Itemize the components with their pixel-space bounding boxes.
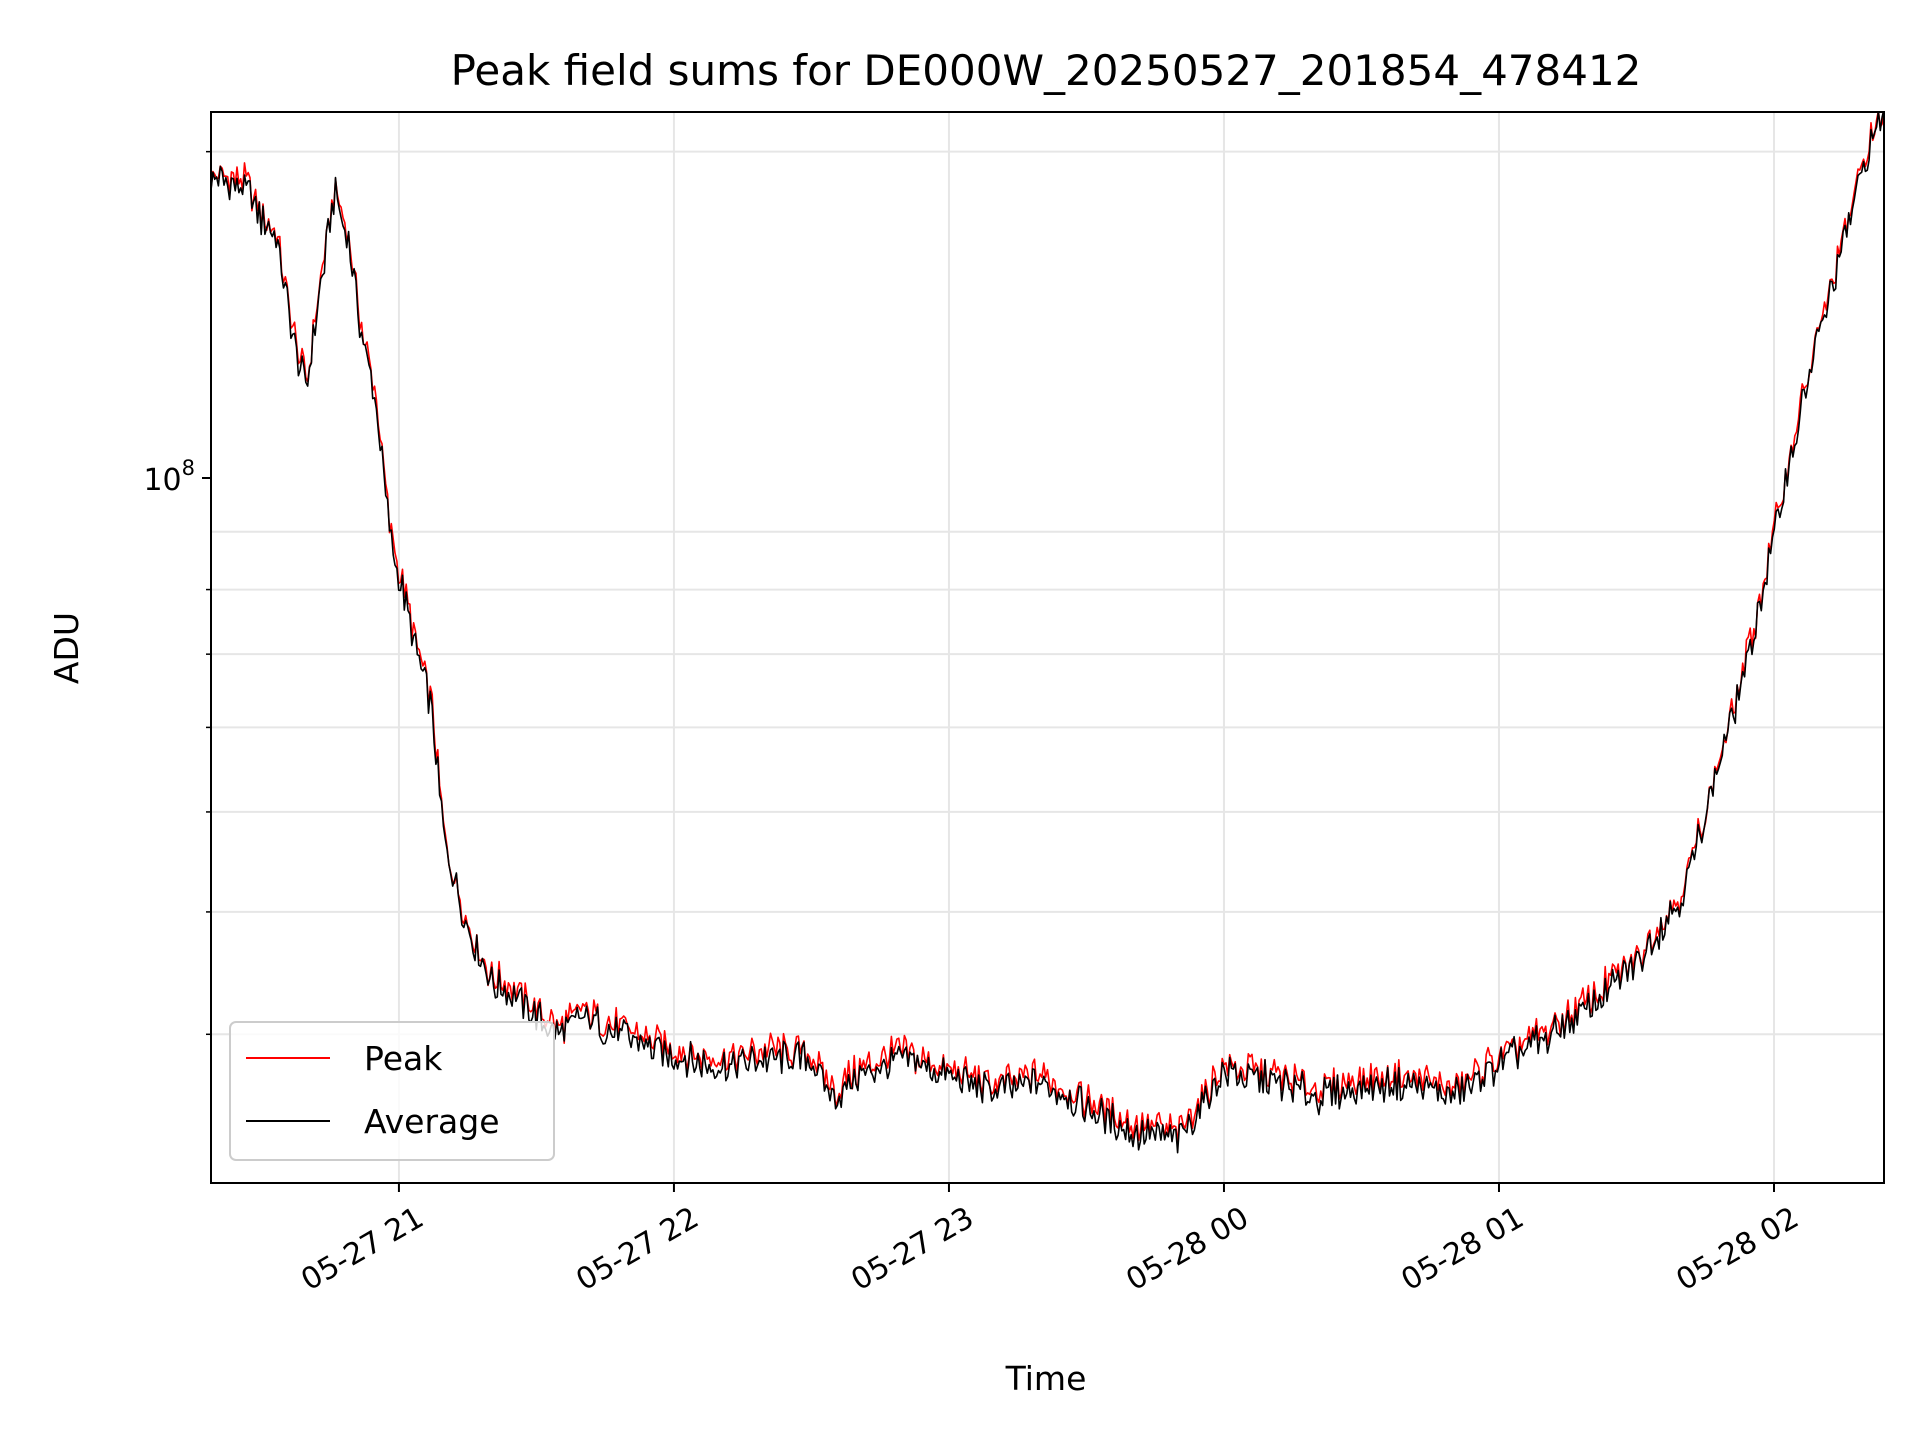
chart-title: Peak field sums for DE000W_20250527_2018… (451, 46, 1642, 95)
legend-label-peak: Peak (364, 1039, 443, 1078)
legend-label-average: Average (364, 1102, 500, 1141)
series-line-average (211, 112, 1884, 1154)
y-tick-label: 108 (143, 456, 195, 498)
y-tick-base: 10 (143, 463, 181, 498)
y-axis-label: ADU (47, 612, 86, 684)
y-tick-exponent: 8 (182, 456, 195, 480)
legend: Peak Average (229, 1021, 555, 1161)
x-axis-label: Time (1005, 1359, 1087, 1398)
legend-box (229, 1021, 555, 1161)
plot-frame (210, 111, 1885, 1184)
y-axis: 108 (143, 456, 211, 498)
plot-area (211, 112, 1884, 1154)
grid (211, 112, 1884, 1183)
